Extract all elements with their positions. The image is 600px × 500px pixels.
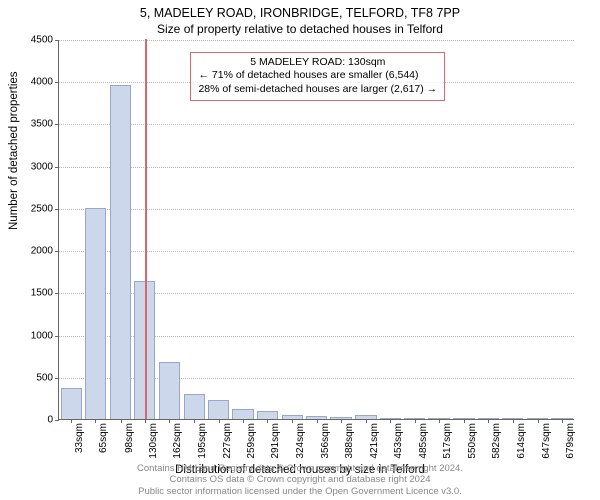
xtick-mark xyxy=(464,419,465,423)
attribution-line: Public sector information licensed under… xyxy=(138,486,462,497)
ytick-label: 2000 xyxy=(31,246,53,257)
xtick-label: 65sqm xyxy=(98,423,109,453)
ytick-label: 1500 xyxy=(31,288,53,299)
xtick-label: 324sqm xyxy=(295,423,306,459)
plot-area: 05001000150020002500300035004000450033sq… xyxy=(58,40,574,420)
xtick-label: 162sqm xyxy=(172,423,183,459)
xtick-mark xyxy=(95,419,96,423)
xtick-mark xyxy=(415,419,416,423)
attribution-line: Contains HM Land Registry data © Crown c… xyxy=(137,463,463,474)
bar xyxy=(61,388,82,419)
xtick-label: 259sqm xyxy=(246,423,257,459)
xtick-mark xyxy=(390,419,391,423)
xtick-label: 421sqm xyxy=(369,423,380,459)
ytick-mark xyxy=(55,40,59,41)
xtick-label: 227sqm xyxy=(222,423,233,459)
callout-line: 5 MADELEY ROAD: 130sqm xyxy=(198,56,437,70)
ytick-label: 3000 xyxy=(31,161,53,172)
xtick-mark xyxy=(488,419,489,423)
xtick-mark xyxy=(121,419,122,423)
ytick-mark xyxy=(55,209,59,210)
bar xyxy=(110,85,131,419)
ytick-mark xyxy=(55,251,59,252)
callout-box: 5 MADELEY ROAD: 130sqm← 71% of detached … xyxy=(190,52,445,101)
xtick-label: 517sqm xyxy=(442,423,453,459)
xtick-mark xyxy=(366,419,367,423)
ytick-label: 1000 xyxy=(31,330,53,341)
xtick-label: 130sqm xyxy=(148,423,159,459)
xtick-label: 98sqm xyxy=(124,423,135,453)
xtick-mark xyxy=(439,419,440,423)
xtick-mark xyxy=(243,419,244,423)
ytick-mark xyxy=(55,420,59,421)
bar xyxy=(232,409,253,419)
xtick-mark xyxy=(513,419,514,423)
gridline xyxy=(59,251,574,252)
xtick-label: 33sqm xyxy=(74,423,85,453)
chart-title-sub: Size of property relative to detached ho… xyxy=(0,22,600,36)
xtick-mark xyxy=(538,419,539,423)
xtick-mark xyxy=(317,419,318,423)
gridline xyxy=(59,167,574,168)
xtick-label: 195sqm xyxy=(197,423,208,459)
xtick-label: 291sqm xyxy=(270,423,281,459)
bar xyxy=(184,394,205,419)
xtick-label: 614sqm xyxy=(516,423,527,459)
chart-title-main: 5, MADELEY ROAD, IRONBRIDGE, TELFORD, TF… xyxy=(0,6,600,20)
property-marker-line xyxy=(145,39,147,419)
xtick-mark xyxy=(219,419,220,423)
ytick-label: 500 xyxy=(36,372,53,383)
xtick-mark xyxy=(341,419,342,423)
ytick-label: 0 xyxy=(47,415,53,426)
bar xyxy=(257,411,278,419)
xtick-label: 647sqm xyxy=(541,423,552,459)
ytick-mark xyxy=(55,124,59,125)
xtick-label: 485sqm xyxy=(418,423,429,459)
bar xyxy=(159,362,180,419)
bar xyxy=(208,400,229,419)
ytick-mark xyxy=(55,82,59,83)
xtick-mark xyxy=(169,419,170,423)
y-axis-label: Number of detached properties xyxy=(8,71,20,230)
xtick-label: 453sqm xyxy=(393,423,404,459)
bar xyxy=(85,208,106,419)
ytick-mark xyxy=(55,378,59,379)
callout-line: 28% of semi-detached houses are larger (… xyxy=(198,83,437,97)
callout-line: ← 71% of detached houses are smaller (6,… xyxy=(198,69,437,83)
ytick-mark xyxy=(55,167,59,168)
xtick-mark xyxy=(145,419,146,423)
xtick-mark xyxy=(267,419,268,423)
xtick-label: 679sqm xyxy=(565,423,576,459)
ytick-label: 4000 xyxy=(31,77,53,88)
xtick-label: 388sqm xyxy=(344,423,355,459)
ytick-label: 2500 xyxy=(31,203,53,214)
xtick-mark xyxy=(71,419,72,423)
gridline xyxy=(59,124,574,125)
gridline xyxy=(59,209,574,210)
ytick-label: 4500 xyxy=(31,35,53,46)
ytick-mark xyxy=(55,336,59,337)
gridline xyxy=(59,40,574,41)
attribution-line: Contains OS data © Crown copyright and d… xyxy=(169,474,430,485)
xtick-label: 356sqm xyxy=(320,423,331,459)
xtick-mark xyxy=(292,419,293,423)
attribution-text: Contains HM Land Registry data © Crown c… xyxy=(0,463,600,497)
xtick-label: 582sqm xyxy=(491,423,502,459)
xtick-label: 550sqm xyxy=(467,423,478,459)
xtick-mark xyxy=(194,419,195,423)
xtick-mark xyxy=(562,419,563,423)
ytick-mark xyxy=(55,293,59,294)
ytick-label: 3500 xyxy=(31,119,53,130)
